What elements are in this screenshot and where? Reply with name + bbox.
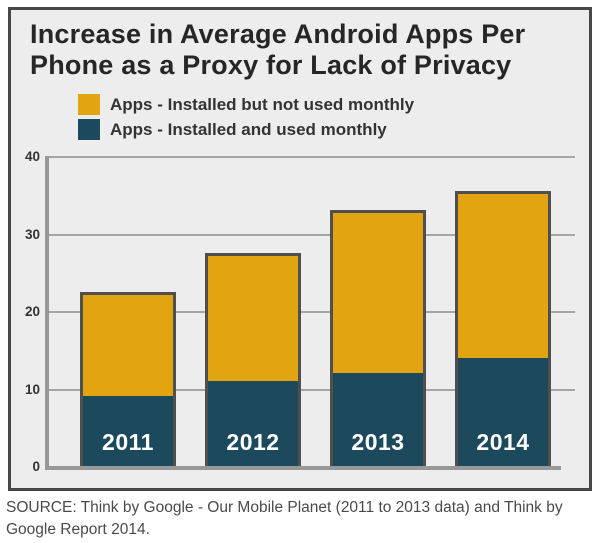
legend-swatch-orange-icon — [78, 94, 100, 115]
legend: Apps - Installed but not used monthly Ap… — [78, 94, 414, 144]
bar-segment-used-2012 — [208, 380, 298, 466]
source-note: SOURCE: Think by Google - Our Mobile Pla… — [6, 499, 563, 538]
gridline-20 — [48, 311, 575, 313]
gridline-30 — [48, 233, 575, 236]
gridline-40 — [48, 156, 575, 158]
bar-year-label-2013: 2013 — [351, 429, 405, 455]
chart-frame: Increase in Average Android Apps Per Phon… — [8, 7, 592, 491]
legend-item-not-used: Apps - Installed but not used monthly — [78, 94, 414, 115]
bar-segment-used-2014 — [458, 357, 548, 466]
y-tick-label-10: 10 — [24, 381, 40, 397]
bar-segment-used-2011 — [83, 396, 173, 466]
chart-title-line1: Increase in Average Android Apps Per — [30, 19, 526, 49]
bar-2013: 2013 — [330, 210, 426, 466]
y-tick-label-0: 0 — [32, 459, 40, 474]
plot-area: 0 10 20 30 40 2011 2012 2013 2014 — [25, 149, 575, 474]
legend-label-used: Apps - Installed and used monthly — [110, 119, 387, 139]
bar-year-label-2012: 2012 — [226, 429, 280, 455]
x-axis-line — [45, 466, 561, 470]
y-axis-line — [45, 156, 49, 470]
bar-year-label-2011: 2011 — [102, 429, 154, 455]
legend-item-used: Apps - Installed and used monthly — [78, 119, 414, 140]
legend-swatch-teal-icon — [78, 119, 100, 140]
gridline-10 — [48, 388, 575, 391]
bar-segment-used-2013 — [333, 373, 423, 466]
bar-2014: 2014 — [455, 190, 551, 466]
bar-year-label-2014: 2014 — [476, 429, 530, 455]
legend-label-not-used: Apps - Installed but not used monthly — [110, 94, 415, 114]
chart-title: Increase in Average Android Apps Per Phon… — [30, 19, 525, 81]
chart-title-line2: Phone as a Proxy for Lack of Privacy — [30, 50, 512, 80]
y-tick-label-20: 20 — [24, 304, 40, 319]
bar-2012: 2012 — [205, 252, 301, 466]
y-tick-label-30: 30 — [24, 226, 40, 242]
y-tick-label-40: 40 — [24, 149, 40, 164]
bar-2011: 2011 — [80, 291, 176, 466]
